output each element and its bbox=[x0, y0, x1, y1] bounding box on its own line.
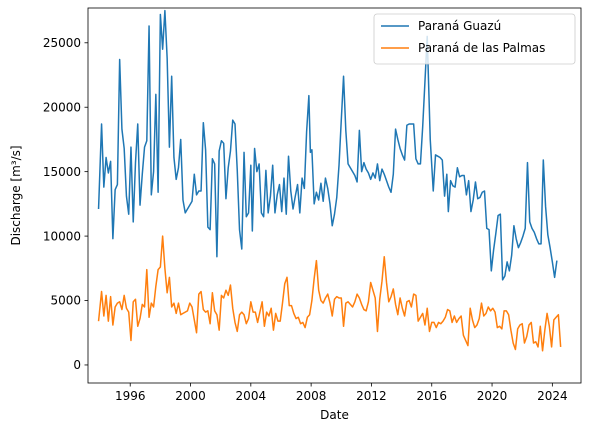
plot-area bbox=[87, 7, 582, 384]
y-tick-label: 10000 bbox=[43, 229, 81, 243]
plot-frame bbox=[87, 7, 582, 384]
x-tick-label: 2000 bbox=[175, 389, 206, 403]
x-axis: 1996 2000 2004 2008 2012 2016 2020 2024 bbox=[115, 383, 568, 403]
y-axis-label: Discharge [m³/s] bbox=[9, 145, 23, 245]
y-tick-label: 20000 bbox=[43, 100, 81, 114]
y-tick-label: 0 bbox=[73, 358, 81, 372]
x-tick-label: 1996 bbox=[115, 389, 146, 403]
legend-label-parana-de-las-palmas: Paraná de las Palmas bbox=[418, 41, 545, 55]
x-tick-label: 2016 bbox=[416, 389, 447, 403]
x-tick-label: 2024 bbox=[537, 389, 568, 403]
x-tick-label: 2012 bbox=[356, 389, 387, 403]
series-layer bbox=[97, 9, 562, 352]
y-axis: 0 5000 10000 15000 20000 25000 bbox=[43, 36, 88, 372]
x-tick-label: 2008 bbox=[296, 389, 327, 403]
y-tick-label: 25000 bbox=[43, 36, 81, 50]
y-tick-label: 15000 bbox=[43, 165, 81, 179]
x-tick-label: 2020 bbox=[477, 389, 508, 403]
legend-box bbox=[373, 13, 576, 65]
x-axis-label: Date bbox=[320, 408, 349, 422]
series-line-1 bbox=[97, 235, 562, 352]
x-tick-label: 2004 bbox=[236, 389, 267, 403]
legend-label-parana-guazu: Paraná Guazú bbox=[418, 19, 501, 33]
legend: Paraná Guazú Paraná de las Palmas bbox=[373, 13, 576, 65]
series-line-0 bbox=[97, 9, 558, 281]
y-tick-label: 5000 bbox=[50, 294, 81, 308]
